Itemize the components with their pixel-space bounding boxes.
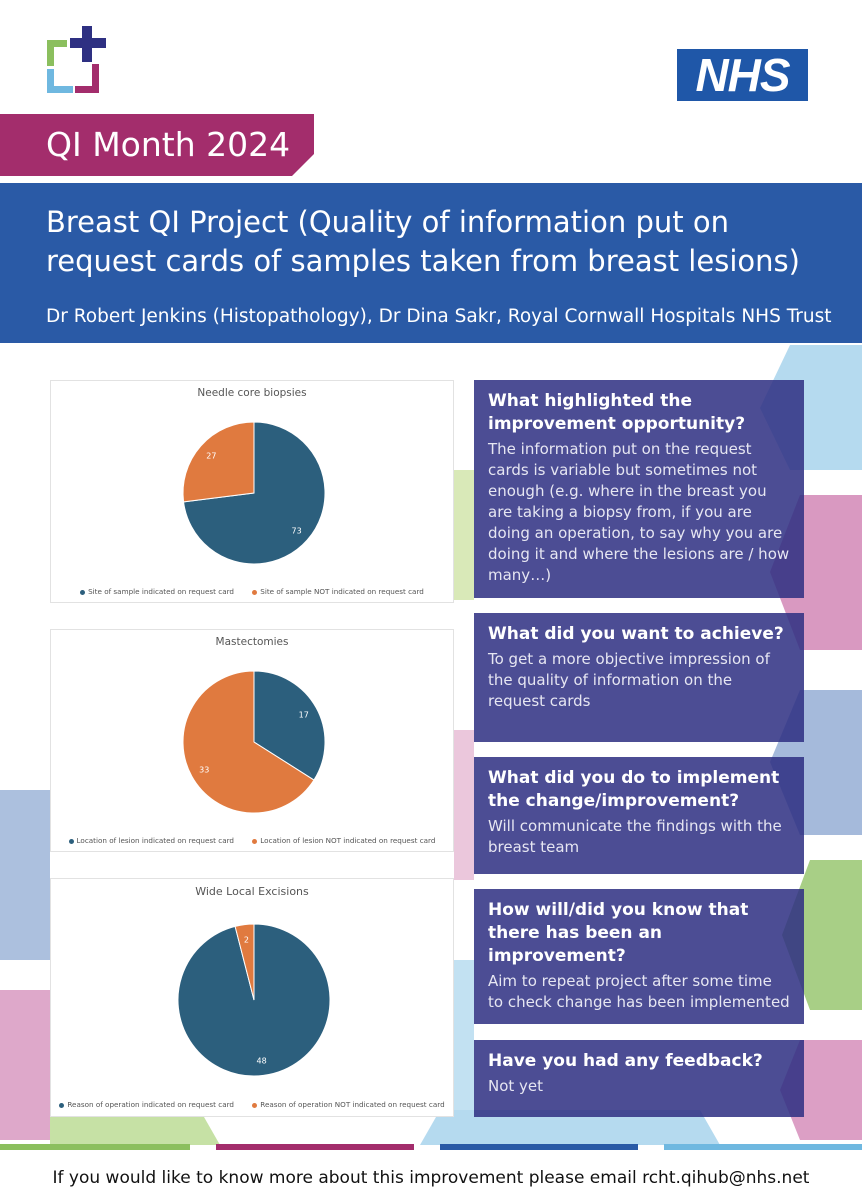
legend-item: Location of lesion indicated on request … xyxy=(68,836,234,845)
legend-item: Site of sample NOT indicated on request … xyxy=(252,587,424,596)
qa-answer: To get a more objective impression of th… xyxy=(488,650,770,710)
pie-data-label: 27 xyxy=(206,451,216,460)
legend-item: Location of lesion NOT indicated on requ… xyxy=(252,836,435,845)
chart-wide-local-excisions: 48 2 Wide Local Excisions Reason of opera… xyxy=(50,878,454,1117)
qa-box-want-to-achieve: What did you want to achieve? To get a m… xyxy=(474,613,804,742)
pie-data-label: 33 xyxy=(199,765,209,774)
legend-label: Reason of operation indicated on request… xyxy=(67,1100,234,1109)
pie-data-label: 2 xyxy=(244,936,249,945)
legend-item: Reason of operation indicated on request… xyxy=(59,1100,234,1109)
qi-month-label: QI Month 2024 xyxy=(46,125,291,164)
color-bar xyxy=(664,1144,862,1150)
chart-legend: Location of lesion indicated on request … xyxy=(51,836,453,845)
pie-data-label: 17 xyxy=(299,711,309,720)
pie-slice xyxy=(182,421,255,503)
qa-box-know-improvement: How will/did you know that there has bee… xyxy=(474,889,804,1024)
qi-month-banner: QI Month 2024 xyxy=(0,114,314,176)
legend-swatch xyxy=(59,1102,65,1108)
qa-box-feedback: Have you had any feedback? Not yet xyxy=(474,1040,804,1117)
legend-label: Reason of operation NOT indicated on req… xyxy=(260,1100,445,1109)
chart-legend: Reason of operation indicated on request… xyxy=(51,1100,453,1109)
qi-logo-icon xyxy=(47,26,106,93)
qa-answer: Aim to repeat project after some time to… xyxy=(488,972,790,1011)
qa-box-implement-change: What did you do to implement the change/… xyxy=(474,757,804,874)
pie-chart-svg: 48 2 xyxy=(177,923,331,1077)
qa-question: How will/did you know that there has bee… xyxy=(488,900,749,966)
qa-question: Have you had any feedback? xyxy=(488,1051,763,1071)
project-header: Breast QI Project (Quality of informatio… xyxy=(0,183,862,343)
chart-legend: Site of sample indicated on request card… xyxy=(51,587,453,596)
qa-question: What did you do to implement the change/… xyxy=(488,768,780,811)
pie-chart-svg: 73 27 xyxy=(182,421,326,565)
chart-title: Mastectomies xyxy=(215,636,289,648)
color-bar xyxy=(216,1144,414,1150)
legend-item: Reason of operation NOT indicated on req… xyxy=(252,1100,445,1109)
legend-label: Site of sample NOT indicated on request … xyxy=(260,587,424,596)
chart-title: Wide Local Excisions xyxy=(195,885,309,898)
legend-label: Location of lesion NOT indicated on requ… xyxy=(260,836,436,845)
qa-answer: The information put on the request cards… xyxy=(488,440,790,584)
pie-slice xyxy=(234,923,255,1001)
project-title: Breast QI Project (Quality of informatio… xyxy=(46,205,800,278)
footer-color-bars xyxy=(0,1144,862,1150)
chart-needle-core-biopsies: 73 27 Needle core biopsies Site of sample… xyxy=(50,380,454,603)
legend-swatch xyxy=(80,589,86,595)
qa-box-improvement-opportunity: What highlighted the improvement opportu… xyxy=(474,380,804,598)
legend-label: Location of lesion indicated on request … xyxy=(76,836,234,845)
footer-contact-text: If you would like to know more about thi… xyxy=(52,1168,810,1188)
pie-data-label: 73 xyxy=(292,527,302,536)
pie-slice xyxy=(182,670,315,814)
nhs-logo: NHS xyxy=(677,49,808,101)
legend-swatch xyxy=(252,838,258,844)
qa-answer: Not yet xyxy=(488,1077,544,1095)
legend-swatch xyxy=(252,1102,258,1108)
project-authors: Dr Robert Jenkins (Histopathology), Dr D… xyxy=(46,306,832,327)
legend-swatch xyxy=(68,838,74,844)
legend-item: Site of sample indicated on request card xyxy=(80,587,234,596)
qa-answer: Will communicate the findings with the b… xyxy=(488,817,782,856)
pie-data-label: 48 xyxy=(257,1056,267,1065)
color-bar xyxy=(440,1144,638,1150)
chart-title: Needle core biopsies xyxy=(197,387,307,399)
legend-label: Site of sample indicated on request card xyxy=(88,587,234,596)
chart-mastectomies: 17 33 Mastectomies Location of lesion ind… xyxy=(50,629,454,852)
qa-question: What highlighted the improvement opportu… xyxy=(488,391,746,434)
legend-swatch xyxy=(252,589,258,595)
qa-question: What did you want to achieve? xyxy=(488,624,784,644)
color-bar xyxy=(0,1144,190,1150)
